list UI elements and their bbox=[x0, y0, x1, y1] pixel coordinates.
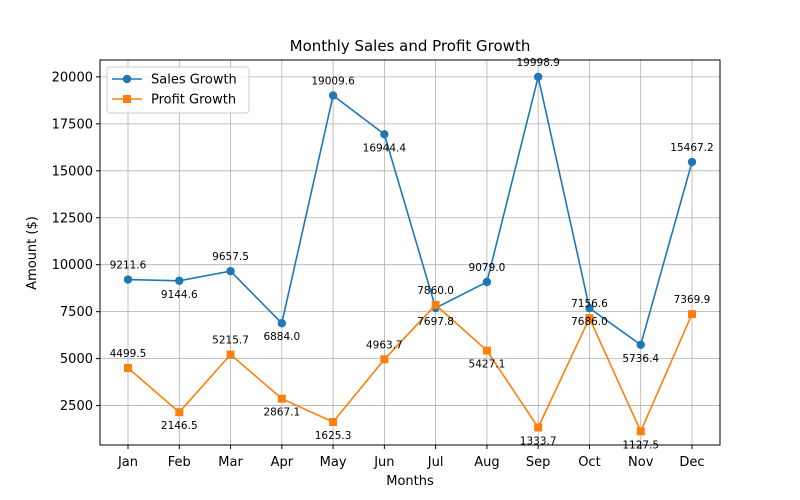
profit-growth-data-label: 4963.7 bbox=[366, 339, 403, 351]
series-layer bbox=[123, 72, 697, 436]
sales-growth-point bbox=[175, 276, 184, 285]
profit-growth-data-label: 4499.5 bbox=[110, 348, 147, 360]
grid bbox=[100, 60, 720, 445]
x-tick-label: Mar bbox=[218, 455, 243, 470]
legend-sales-growth-marker bbox=[122, 74, 132, 84]
sales-growth-data-label: 9657.5 bbox=[212, 251, 249, 263]
x-tick-label: Oct bbox=[578, 455, 600, 470]
sales-growth-data-label: 19998.9 bbox=[516, 57, 559, 69]
x-tick-label: Dec bbox=[679, 455, 704, 470]
y-tick-label: 17500 bbox=[52, 117, 93, 132]
x-tick-label: Aug bbox=[474, 455, 499, 470]
profit-growth-data-label: 1625.3 bbox=[315, 430, 352, 442]
data-labels: 9211.6 9144.6 9657.5 6884.0 19009.6 16944.4 76… bbox=[110, 57, 714, 451]
profit-growth-point bbox=[175, 408, 184, 417]
profit-growth-point bbox=[329, 417, 338, 426]
legend-profit-growth-label: Profit Growth bbox=[151, 93, 236, 108]
profit-growth-data-label: 1333.7 bbox=[520, 435, 557, 447]
profit-growth-data-label: 7860.0 bbox=[417, 285, 454, 297]
plot-area-frame bbox=[99, 59, 721, 446]
legend-profit-growth-marker bbox=[123, 95, 131, 103]
profit-growth-line bbox=[127, 303, 693, 434]
x-tick-label: May bbox=[320, 455, 347, 470]
y-axis-title: Amount ($) bbox=[25, 216, 40, 290]
x-tick-label: Feb bbox=[168, 455, 191, 470]
profit-growth-point bbox=[431, 300, 440, 309]
x-tick-label: Jul bbox=[427, 455, 444, 470]
sales-growth-data-label: 16944.4 bbox=[363, 142, 407, 154]
profit-growth-point bbox=[585, 314, 594, 323]
profit-growth-data-label: 5427.1 bbox=[469, 359, 506, 371]
profit-growth-point bbox=[688, 310, 696, 319]
profit-growth-point bbox=[124, 364, 132, 373]
sales-growth-point bbox=[226, 266, 235, 276]
axis-ticks: Jan Feb Mar Apr May Jun Jul Aug Sep Oct Nov Dec 2500… bbox=[52, 70, 705, 470]
x-tick-label: Apr bbox=[271, 455, 294, 470]
sales-growth-point bbox=[277, 319, 287, 328]
sales-growth-data-label: 9211.6 bbox=[110, 260, 147, 272]
profit-growth-point bbox=[482, 346, 491, 355]
sales-growth-point bbox=[482, 277, 492, 287]
x-axis-title: Months bbox=[386, 474, 434, 489]
sales-growth-point bbox=[636, 340, 645, 349]
profit-growth-data-label: 5215.7 bbox=[212, 335, 249, 347]
y-tick-label: 7500 bbox=[60, 305, 93, 320]
x-tick-label: Sep bbox=[526, 455, 551, 470]
sales-growth-data-label: 9144.6 bbox=[161, 289, 198, 301]
profit-growth-point bbox=[277, 394, 286, 403]
profit-growth-data-label: 2867.1 bbox=[263, 407, 300, 419]
sales-growth-point bbox=[687, 157, 697, 167]
sales-growth-data-label: 5736.4 bbox=[622, 353, 659, 365]
y-tick-label: 10000 bbox=[52, 258, 93, 273]
x-tick-label: Jan bbox=[117, 455, 138, 470]
y-tick-label: 2500 bbox=[60, 399, 93, 414]
y-tick-label: 20000 bbox=[52, 70, 93, 85]
profit-growth-data-label: 7369.9 bbox=[674, 294, 711, 306]
x-tick-label: Nov bbox=[628, 455, 654, 470]
legend: Sales Growth Profit Growth bbox=[106, 66, 250, 114]
legend-sales-growth-label: Sales Growth bbox=[151, 73, 237, 88]
profit-growth-data-label: 2146.5 bbox=[161, 420, 198, 432]
legend-box bbox=[106, 66, 250, 114]
sales-growth-data-label: 7686.0 bbox=[571, 316, 608, 328]
profit-growth-point bbox=[636, 427, 645, 436]
chart-title: Monthly Sales and Profit Growth bbox=[290, 37, 531, 55]
sales-growth-point bbox=[533, 72, 543, 82]
y-tick-label: 5000 bbox=[60, 352, 93, 367]
sales-growth-point bbox=[123, 275, 133, 284]
profit-growth-point bbox=[226, 350, 235, 359]
profit-growth-point bbox=[534, 423, 543, 432]
profit-growth-data-label: 7156.6 bbox=[571, 298, 608, 310]
sales-growth-point bbox=[585, 303, 594, 313]
y-tick-label: 15000 bbox=[52, 164, 93, 179]
y-tick-label: 12500 bbox=[52, 211, 93, 226]
sales-growth-data-label: 7697.8 bbox=[417, 316, 454, 328]
sales-growth-line bbox=[127, 76, 693, 347]
sales-growth-data-label: 6884.0 bbox=[263, 331, 300, 343]
sales-growth-data-label: 9079.0 bbox=[469, 262, 506, 274]
sales-growth-point bbox=[328, 91, 338, 100]
sales-growth-data-label: 15467.2 bbox=[670, 142, 713, 154]
sales-growth-point bbox=[380, 130, 389, 139]
x-tick-label: Jun bbox=[373, 455, 394, 470]
sales-growth-data-label: 19009.6 bbox=[311, 76, 355, 88]
profit-growth-point bbox=[380, 355, 389, 364]
